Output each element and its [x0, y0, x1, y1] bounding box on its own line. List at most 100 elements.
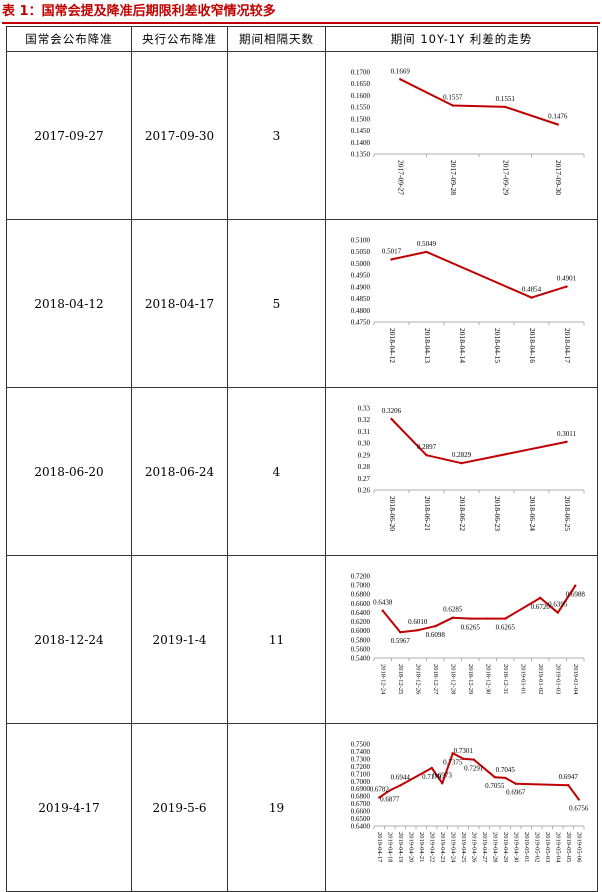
x-tick-label: 2018-06-25: [563, 496, 572, 531]
y-tick-label: 0.6400: [351, 609, 371, 617]
x-tick-label: 2018-06-24: [528, 496, 537, 531]
data-label: 0.6947: [559, 773, 579, 781]
y-tick-label: 0.5100: [351, 237, 371, 245]
data-point: [390, 417, 393, 421]
y-tick-label: 0.4900: [351, 283, 371, 291]
y-tick-label: 0.7100: [351, 770, 371, 778]
data-label: 0.1476: [548, 112, 568, 120]
meeting-date: 2018-06-20: [6, 387, 132, 556]
data-label: 0.6877: [380, 795, 400, 803]
y-tick-label: 0.7200: [351, 763, 371, 771]
data-point: [530, 296, 533, 299]
y-tick-label: 0.6000: [351, 627, 371, 635]
data-label: 0.6944: [391, 773, 411, 781]
x-tick-label: 2019-05-05: [565, 832, 572, 862]
data-point: [556, 611, 559, 614]
y-tick-label: 0.5600: [351, 645, 371, 653]
data-label: 0.6988: [566, 591, 586, 599]
data-label: 0.6285: [443, 606, 463, 614]
data-point: [577, 798, 580, 801]
header-trend: 期间 10Y-1Y 利差的走势: [325, 26, 598, 52]
x-tick-label: 2018-12-31: [502, 664, 509, 694]
y-tick-label: 0.6400: [351, 823, 371, 831]
data-point: [504, 105, 507, 109]
x-tick-label: 2018-12-28: [449, 664, 456, 694]
trend-chart-cell: 0.26 0.27 0.28 0.29 0.30 0.31 0.32 0.33 2018-06-…: [325, 387, 598, 556]
y-tick-label: 0.31: [358, 428, 371, 436]
x-tick-label: 2017-09-30: [554, 160, 563, 195]
header-pboc: 央行公布降准: [131, 26, 228, 52]
y-tick-label: 0.7400: [351, 748, 371, 756]
data-label: 0.6395: [548, 601, 568, 609]
data-point: [416, 629, 419, 632]
header-meeting: 国常会公布降准: [6, 26, 132, 52]
y-tick-label: 0.26: [358, 487, 371, 495]
meeting-date: 2018-12-24: [6, 555, 132, 724]
x-tick-label: 2018-06-21: [423, 496, 432, 531]
x-tick-label: 2019-04-18: [386, 832, 393, 862]
x-tick-label: 2018-04-14: [458, 328, 467, 363]
x-tick-label: 2019-04-19: [397, 832, 404, 862]
data-point: [462, 757, 465, 761]
data-label: 0.6720: [531, 603, 551, 611]
x-tick-label: 2019-05-02: [533, 832, 540, 862]
x-tick-label: 2018-12-26: [414, 664, 421, 695]
x-tick-label: 2019-05-03: [544, 832, 551, 862]
x-tick-label: 2018-12-27: [432, 664, 439, 695]
days-between: 4: [227, 387, 326, 556]
data-point: [451, 104, 454, 107]
x-tick-label: 2019-01-02: [537, 664, 544, 694]
data-point: [388, 789, 391, 792]
data-point: [430, 766, 433, 770]
meeting-date: 2017-09-27: [6, 51, 132, 220]
pboc-date: 2018-04-17: [131, 219, 228, 388]
data-label: 0.3206: [382, 407, 402, 415]
y-tick-label: 0.4950: [351, 272, 371, 280]
series-line: [391, 250, 567, 299]
x-tick-label: 2019-04-22: [428, 832, 435, 862]
x-tick-label: 2019-04-29: [502, 832, 509, 862]
data-point: [425, 454, 428, 457]
table-row: 2019-4-17 2019-5-6 19 0.6400 0.6500 0.6600…: [6, 723, 598, 892]
x-tick-label: 2018-04-17: [563, 328, 572, 363]
data-point: [399, 784, 402, 787]
data-point: [567, 784, 570, 787]
header-days: 期间相隔天数: [227, 26, 326, 52]
data-label: 0.6265: [461, 624, 481, 632]
data-label: 0.4901: [557, 275, 577, 283]
y-tick-label: 0.1450: [351, 127, 371, 135]
trend-chart-cell: 0.5400 0.5600 0.5800 0.6000 0.6200 0.6400 0.66…: [325, 555, 598, 724]
trend-chart-cell: 0.1350 0.1400 0.1450 0.1500 0.1550 0.1600 0.16…: [325, 51, 598, 220]
data-point: [434, 625, 437, 628]
y-tick-label: 0.7300: [351, 755, 371, 763]
data-label: 0.7055: [485, 782, 505, 790]
data-point: [493, 775, 496, 779]
y-tick-label: 0.6700: [351, 800, 371, 808]
x-tick-label: 2018-12-29: [467, 664, 474, 694]
y-tick-label: 0.1500: [351, 115, 371, 123]
x-tick-label: 2019-04-21: [418, 832, 425, 862]
y-tick-label: 0.7000: [351, 582, 371, 590]
y-tick-label: 0.6600: [351, 808, 371, 816]
pboc-date: 2018-06-24: [131, 387, 228, 556]
table-row: 2018-12-24 2019-1-4 11 0.5400 0.5600 0.580…: [6, 555, 598, 724]
series-line: [399, 78, 559, 126]
data-point: [378, 796, 381, 799]
data-label: 0.5049: [417, 240, 437, 248]
y-tick-label: 0.1600: [351, 92, 371, 100]
data-label: 0.6756: [569, 804, 589, 812]
y-tick-label: 0.1400: [351, 139, 371, 147]
x-tick-label: 2019-04-25: [460, 832, 467, 862]
y-tick-label: 0.28: [358, 463, 371, 471]
y-tick-label: 0.7500: [351, 741, 371, 749]
x-tick-label: 2018-12-30: [484, 664, 491, 694]
data-label: 0.4854: [522, 286, 542, 294]
spread-chart: 0.64000.65000.66000.67000.68000.69000.70…: [351, 741, 589, 864]
y-tick-label: 0.5800: [351, 636, 371, 644]
data-label: 0.6967: [506, 789, 526, 797]
meeting-date: 2018-04-12: [6, 219, 132, 388]
pboc-date: 2017-09-30: [131, 51, 228, 220]
data-point: [399, 630, 402, 634]
data-point: [460, 461, 463, 465]
y-tick-label: 0.4850: [351, 295, 371, 303]
